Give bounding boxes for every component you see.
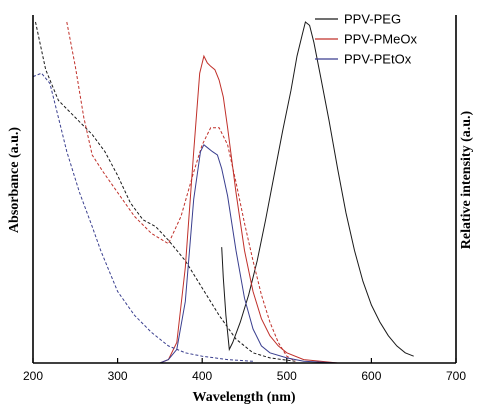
legend-label-1: PPV-PEG [344, 12, 401, 27]
series-3-emission-line [159, 144, 338, 364]
x-tick-label: 200 [23, 369, 43, 383]
legend-label-3: PPV-PEtOx [344, 52, 412, 67]
x-tick-label: 600 [361, 369, 381, 383]
x-ticks: 200 300 400 500 600 700 [23, 358, 466, 383]
legend-label-2: PPV-PMeOx [344, 32, 417, 47]
series-3-absorbance-line [32, 72, 254, 362]
chart-curves [32, 21, 414, 364]
x-tick-label: 500 [277, 369, 297, 383]
chart-axes [32, 15, 457, 364]
x-tick-label: 400 [192, 369, 212, 383]
x-tick-label: 300 [108, 369, 128, 383]
y-axis-left-label: Absorbance (a.u.) [7, 127, 22, 234]
legend: PPV-PEG PPV-PMeOx PPV-PEtOx [315, 12, 417, 67]
x-axis-label: Wavelength (nm) [192, 390, 295, 405]
series-1-emission-line [221, 21, 414, 357]
series-1-absorbance-line [35, 21, 296, 362]
x-tick-label: 700 [446, 369, 466, 383]
series-2-emission-line [159, 54, 338, 364]
y-axis-right-label: Relative intensity (a.u.) [459, 110, 474, 249]
series-2-absorbance-line [66, 21, 296, 362]
